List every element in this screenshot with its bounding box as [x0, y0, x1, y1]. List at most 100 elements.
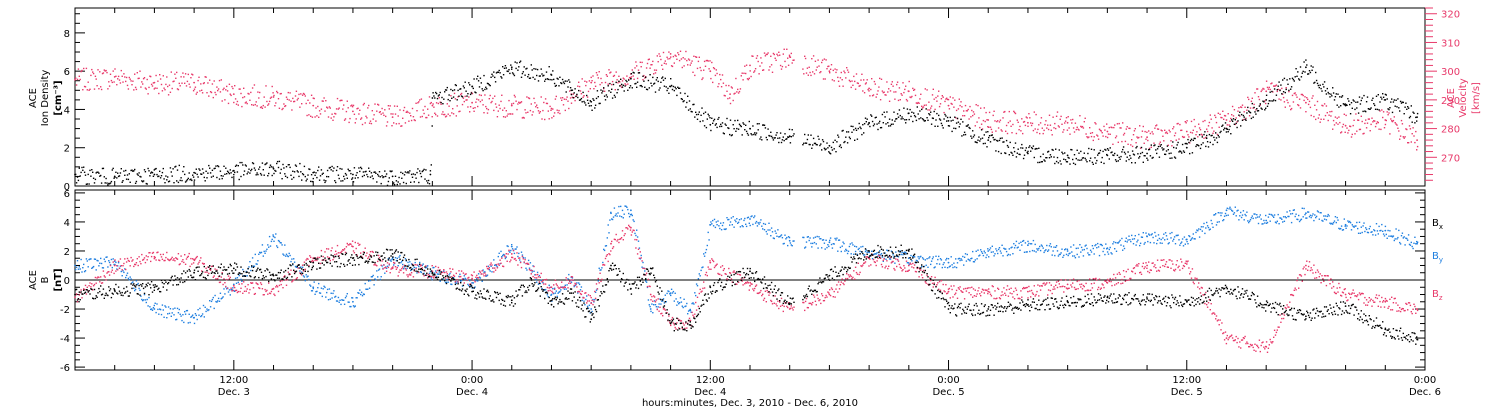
by-point [1286, 211, 1288, 213]
velocity-point [578, 81, 580, 83]
density-point [1195, 145, 1197, 148]
density-point [1322, 83, 1324, 86]
by-point [941, 266, 943, 269]
bz-point [208, 272, 210, 275]
density-point [218, 178, 221, 180]
density-point [1249, 112, 1252, 114]
velocity-point [571, 96, 574, 98]
velocity-point [1209, 114, 1211, 116]
velocity-point [893, 91, 895, 93]
density-point [293, 171, 296, 173]
by-point [1093, 253, 1095, 255]
density-point [151, 172, 154, 174]
by-point [967, 258, 969, 260]
by-point [1198, 236, 1201, 238]
density-point [756, 123, 759, 125]
by-point [525, 267, 527, 269]
velocity-datum [1027, 121, 1029, 124]
density-point [759, 138, 761, 140]
density-point [149, 175, 151, 177]
density-point [1243, 116, 1245, 118]
density-point [541, 73, 543, 75]
by-point [613, 207, 616, 209]
density-point [1246, 112, 1248, 114]
by-point [671, 292, 674, 294]
by-point [203, 316, 205, 318]
density-point [508, 69, 510, 71]
velocity-point [261, 107, 264, 109]
density-point [631, 87, 633, 89]
by-point [292, 264, 294, 266]
velocity-point [988, 111, 991, 114]
density-point [279, 172, 281, 174]
density-point [292, 170, 294, 172]
by-point [1272, 215, 1274, 217]
density-point [642, 75, 644, 77]
velocity-point [563, 98, 566, 100]
velocity-point [977, 104, 979, 107]
bz-point [209, 268, 211, 270]
velocity-point [1354, 133, 1356, 135]
velocity-point [75, 77, 77, 79]
velocity-point [961, 106, 963, 108]
density-point [1223, 129, 1225, 131]
velocity-point [1038, 124, 1040, 126]
density-point [561, 82, 563, 85]
density-point [361, 175, 364, 178]
density-point [524, 74, 526, 76]
density-datum [1066, 154, 1069, 157]
by-point [259, 251, 261, 254]
bz-point [191, 263, 193, 265]
density-point [1368, 108, 1370, 110]
velocity-point [207, 82, 209, 84]
density-point [670, 78, 672, 80]
velocity-point [946, 97, 948, 99]
by-point [1021, 244, 1023, 246]
velocity-point [665, 63, 667, 65]
by-point [1291, 212, 1294, 215]
density-point [1382, 93, 1384, 95]
velocity-point [1047, 128, 1050, 131]
velocity-point [1387, 114, 1389, 116]
density-point [1043, 159, 1045, 161]
by-point [617, 212, 619, 214]
density-point [452, 89, 454, 92]
density-point [185, 180, 188, 182]
density-point [251, 162, 254, 164]
by-point [887, 250, 889, 252]
velocity-point [841, 79, 843, 81]
velocity-point [394, 113, 397, 115]
by-point [477, 280, 479, 282]
density-point [561, 78, 564, 81]
by-point [1032, 239, 1035, 242]
density-point [665, 86, 667, 88]
density-point [1024, 149, 1027, 152]
velocity-point [756, 55, 759, 57]
density-point [1357, 101, 1359, 103]
velocity-point [686, 59, 688, 62]
density-point [377, 175, 380, 177]
density-point [479, 77, 482, 79]
velocity-point [525, 112, 527, 114]
density-point [683, 100, 685, 102]
by-point [1292, 209, 1295, 211]
density-point [980, 129, 983, 131]
velocity-point [1123, 132, 1126, 135]
density-point [401, 177, 403, 179]
by-point [418, 265, 420, 268]
density-point [189, 179, 191, 181]
velocity-point [1193, 118, 1195, 121]
by-point [723, 228, 725, 230]
velocity-point [691, 60, 693, 62]
by-point [136, 283, 138, 286]
velocity-point [212, 96, 214, 99]
density-point [645, 88, 648, 90]
by-point [780, 234, 783, 236]
by-point [578, 283, 581, 286]
by-point [681, 305, 683, 307]
velocity-point [1388, 112, 1390, 114]
density-point [1188, 141, 1190, 144]
bz-point [152, 251, 155, 254]
by-point [947, 258, 950, 260]
velocity-point [251, 104, 253, 106]
